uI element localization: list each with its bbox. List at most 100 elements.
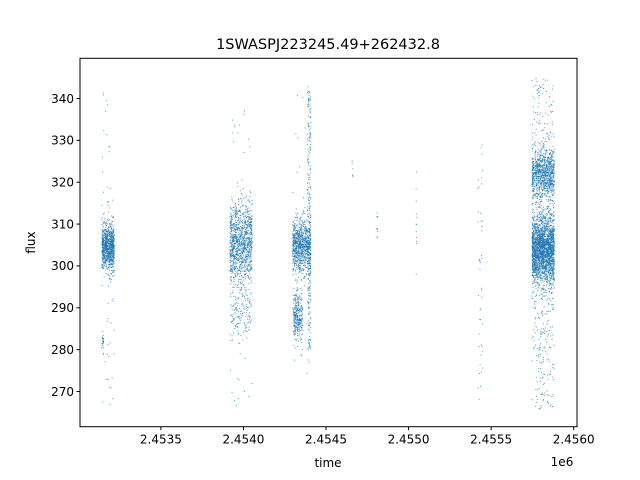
data-point xyxy=(109,403,111,405)
data-point xyxy=(307,260,309,262)
data-point xyxy=(478,259,480,261)
data-point xyxy=(534,216,536,218)
data-point xyxy=(233,254,234,256)
data-point xyxy=(244,264,246,266)
data-point xyxy=(479,364,481,366)
data-point xyxy=(376,228,378,230)
data-point xyxy=(106,257,108,259)
data-point xyxy=(112,230,114,232)
data-point xyxy=(543,284,545,286)
data-point xyxy=(532,276,534,278)
data-point xyxy=(307,220,309,222)
data-point xyxy=(308,115,310,117)
data-point xyxy=(240,220,242,222)
data-point xyxy=(235,249,237,251)
data-point xyxy=(478,333,480,335)
data-point xyxy=(538,224,540,226)
data-point xyxy=(231,196,233,198)
data-point xyxy=(308,196,310,198)
data-point xyxy=(247,307,249,309)
data-point xyxy=(105,259,107,261)
data-point xyxy=(309,229,311,231)
data-point xyxy=(237,322,239,324)
data-point xyxy=(307,290,309,292)
data-point xyxy=(305,236,307,238)
data-point xyxy=(296,257,298,259)
data-point xyxy=(297,251,299,253)
data-point xyxy=(533,290,535,292)
data-point xyxy=(245,260,247,262)
data-point xyxy=(102,264,104,266)
data-point xyxy=(112,265,114,267)
data-point xyxy=(103,244,105,246)
data-point xyxy=(536,283,538,285)
data-point xyxy=(102,340,104,342)
data-point xyxy=(309,125,311,127)
data-point xyxy=(244,270,246,272)
data-point xyxy=(249,237,251,239)
data-point xyxy=(302,96,304,98)
data-point xyxy=(235,242,237,244)
data-point xyxy=(296,236,298,238)
data-point xyxy=(247,237,249,239)
data-point xyxy=(231,268,233,270)
data-point xyxy=(101,285,103,286)
data-point xyxy=(232,256,234,258)
data-point xyxy=(251,245,253,247)
data-point xyxy=(541,270,543,272)
data-point xyxy=(245,223,247,225)
data-point xyxy=(239,210,241,212)
data-point xyxy=(293,311,295,312)
data-point xyxy=(307,144,309,146)
data-point xyxy=(306,231,308,232)
data-point xyxy=(113,263,115,265)
data-point xyxy=(231,219,233,221)
data-point xyxy=(103,239,105,241)
data-point xyxy=(102,261,104,263)
data-point xyxy=(108,256,110,258)
data-point xyxy=(303,247,305,249)
data-point xyxy=(103,264,105,266)
data-point xyxy=(110,266,112,268)
data-point xyxy=(306,219,308,221)
data-point xyxy=(308,91,310,93)
data-point xyxy=(102,230,104,232)
data-point xyxy=(240,310,242,312)
data-point xyxy=(301,311,303,312)
data-point xyxy=(536,228,538,230)
data-point xyxy=(102,92,104,94)
data-point xyxy=(550,288,552,290)
data-point xyxy=(104,260,106,261)
data-point xyxy=(108,245,110,247)
data-point xyxy=(544,270,545,272)
data-point xyxy=(108,241,110,243)
data-point xyxy=(306,245,308,247)
data-point xyxy=(236,237,238,239)
data-point xyxy=(249,190,251,192)
data-point xyxy=(305,241,307,243)
data-point xyxy=(105,254,107,256)
data-point xyxy=(549,267,551,269)
data-point xyxy=(239,215,241,217)
data-point xyxy=(308,253,310,255)
data-point xyxy=(309,332,311,334)
data-point xyxy=(108,260,110,262)
data-point xyxy=(247,264,249,265)
data-point xyxy=(233,319,235,321)
data-point xyxy=(249,251,251,253)
data-point xyxy=(246,195,248,197)
data-point xyxy=(304,246,306,248)
data-point xyxy=(102,231,104,232)
data-point xyxy=(307,236,309,238)
data-point xyxy=(243,266,245,268)
data-point xyxy=(296,312,298,314)
data-point xyxy=(250,228,252,230)
data-point xyxy=(232,119,233,121)
data-point xyxy=(113,251,115,253)
data-point xyxy=(541,258,542,260)
data-point xyxy=(230,236,231,238)
data-point xyxy=(294,331,296,333)
data-point xyxy=(249,253,251,255)
data-point xyxy=(297,243,299,245)
data-point xyxy=(106,250,107,252)
